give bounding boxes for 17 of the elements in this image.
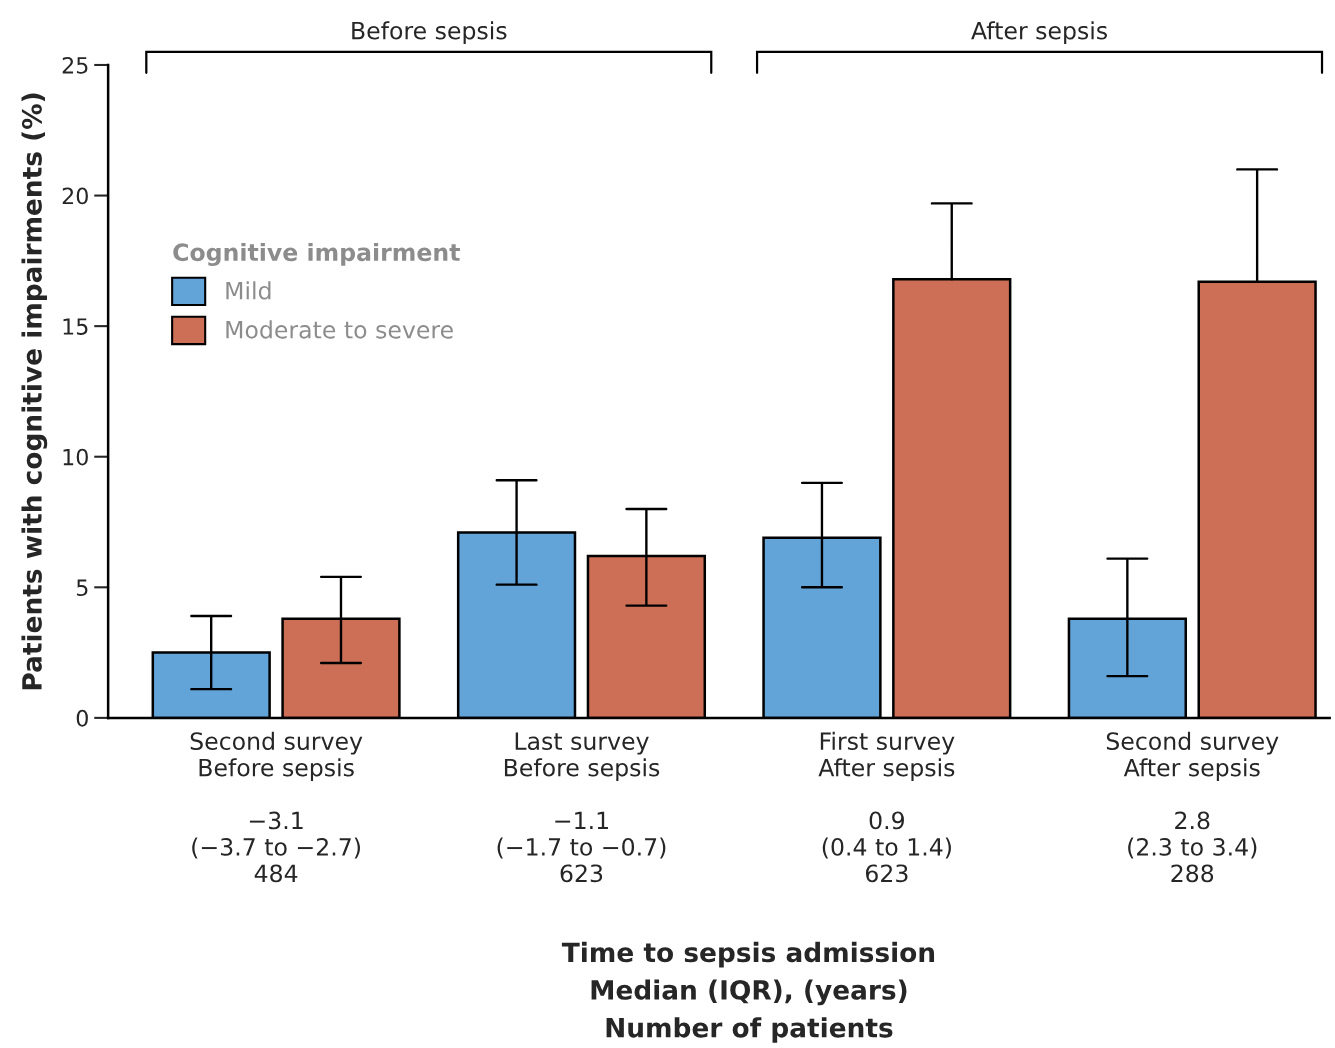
category-label: Second survey After sepsis 2.8 (2.3 to 3.4) 288 [1106, 731, 1279, 883]
legend-label: Moderate to severe [226, 320, 453, 339]
category-label: Last survey Before sepsis −1.1 (−1.7 to −0.7) 623 [497, 732, 666, 883]
legend-title: Cognitive impairment [173, 242, 460, 266]
y-axis-title: Patients with cognitive impairments (%) [21, 93, 48, 690]
y-tick-label: 10 [63, 448, 88, 466]
y-tick-label: 5 [76, 579, 88, 597]
category-label: Second survey Before sepsis −3.1 (−3.7 to −2.7) 484 [190, 731, 363, 883]
y-tick-label: 0 [76, 709, 88, 727]
category-label: First survey After sepsis 0.9 (0.4 to 1.4) 623 [818, 731, 955, 883]
text: Before sepsis [352, 21, 507, 45]
y-tick-label: 20 [62, 187, 88, 205]
legend-label: Mild [226, 281, 271, 300]
text: Time to sepsis admission Median (IQR), (years) Number of patients [561, 941, 935, 1043]
y-tick-label: 25 [62, 56, 88, 74]
y-tick-label: 15 [63, 318, 88, 335]
text: After sepsis [971, 21, 1107, 45]
